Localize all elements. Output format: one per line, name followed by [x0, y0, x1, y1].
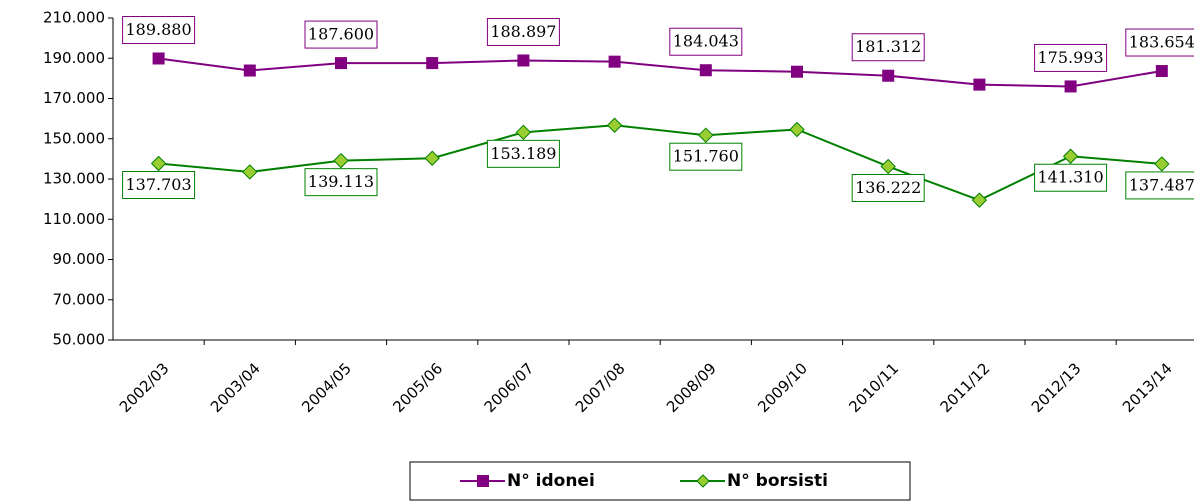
value-label: 153.189 [490, 144, 556, 163]
value-label-box [1034, 163, 1108, 192]
marker [243, 64, 256, 77]
marker [1064, 80, 1077, 93]
x-tick-label: 2009/10 [754, 359, 811, 416]
marker [698, 127, 714, 143]
value-label: 188.897 [490, 22, 556, 41]
value-label: 151.760 [673, 147, 739, 166]
value-label-box [669, 142, 743, 171]
series-line [158, 124, 1162, 202]
marker [517, 54, 530, 67]
value-label: 139.113 [308, 172, 374, 191]
x-tick-label: 2004/05 [298, 359, 355, 416]
y-tick-label: 110.000 [43, 210, 105, 228]
marker [971, 192, 988, 208]
value-label-box [1125, 171, 1194, 200]
marker [515, 124, 532, 141]
legend-marker [477, 475, 489, 487]
marker [1154, 156, 1170, 172]
marker [424, 150, 440, 166]
marker [789, 121, 805, 138]
y-tick-label: 90.000 [53, 250, 106, 268]
marker [426, 57, 439, 70]
legend-marker [696, 474, 710, 488]
x-tick-label: 2002/03 [116, 359, 173, 416]
value-label: 183.654 [1129, 33, 1194, 52]
marker [608, 55, 621, 68]
value-label-box [1125, 28, 1194, 57]
value-label-box [486, 139, 560, 168]
value-label-box [669, 27, 743, 56]
x-tick-label: 2003/04 [207, 359, 264, 416]
x-tick-label: 2013/14 [1119, 359, 1176, 416]
value-label: 137.703 [126, 175, 192, 194]
y-tick-label: 190.000 [43, 49, 105, 67]
x-tick-label: 2012/13 [1028, 359, 1085, 416]
y-tick-label: 70.000 [53, 290, 106, 308]
value-label: 175.993 [1038, 48, 1104, 67]
x-tick-label: 2010/11 [845, 359, 902, 416]
value-label-box [304, 20, 378, 49]
value-label: 184.043 [673, 32, 739, 51]
value-label: 137.487 [1129, 175, 1194, 194]
value-label-box [304, 168, 378, 197]
marker [1155, 65, 1168, 78]
value-label: 187.600 [308, 25, 374, 44]
marker [882, 69, 895, 82]
y-tick-label: 170.000 [43, 89, 105, 107]
value-label-box [122, 170, 196, 199]
marker [699, 64, 712, 77]
x-tick-label: 2007/08 [572, 359, 629, 416]
value-label: 189.880 [126, 20, 192, 39]
value-label-box [851, 173, 925, 202]
x-tick-label: 2006/07 [481, 359, 538, 416]
marker [973, 78, 986, 91]
marker [152, 52, 165, 65]
value-label: 136.222 [855, 178, 921, 197]
series-line [158, 57, 1162, 88]
y-tick-label: 50.000 [53, 331, 106, 349]
x-tick-label: 2011/12 [937, 359, 994, 416]
marker [335, 57, 347, 70]
marker [606, 117, 623, 133]
value-label-box [1034, 43, 1108, 72]
y-tick-label: 130.000 [43, 170, 105, 188]
legend-label: N° idonei [507, 471, 595, 491]
marker [150, 155, 167, 172]
legend-label: N° borsisti [727, 471, 828, 491]
value-label: 141.310 [1038, 168, 1104, 187]
marker [880, 158, 896, 175]
y-tick-label: 210.000 [43, 9, 105, 27]
x-tick-label: 2005/06 [389, 359, 446, 416]
value-label: 181.312 [855, 37, 921, 56]
marker [242, 164, 258, 180]
marker [333, 152, 349, 169]
marker [1062, 148, 1079, 164]
y-tick-label: 150.000 [43, 129, 105, 147]
x-tick-label: 2008/09 [663, 359, 720, 416]
value-label-box [122, 15, 196, 44]
marker [791, 65, 803, 78]
value-label-box [486, 17, 560, 46]
value-label-box [851, 33, 925, 62]
